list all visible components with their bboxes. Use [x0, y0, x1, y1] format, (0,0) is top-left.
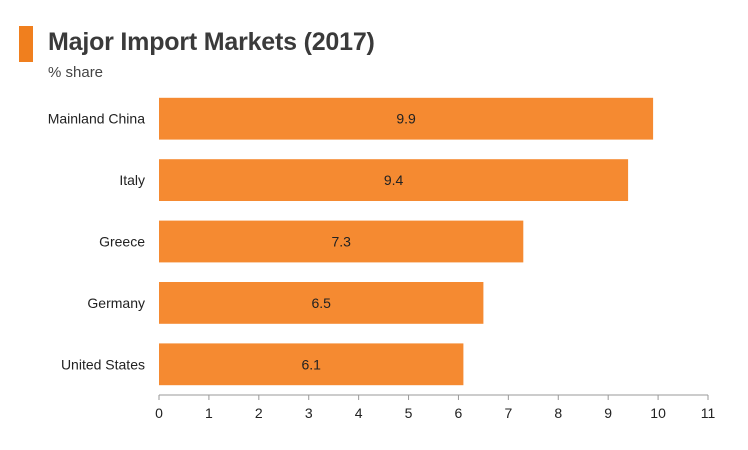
x-tick-label: 6 — [455, 405, 463, 421]
category-label: Italy — [119, 172, 145, 188]
bar — [159, 343, 464, 386]
x-tick-label: 2 — [255, 405, 263, 421]
chart-subtitle: % share — [48, 64, 104, 81]
x-tick-label: 7 — [504, 405, 512, 421]
bar — [159, 220, 524, 263]
data-label: 9.9 — [396, 111, 416, 127]
x-tick-label: 9 — [604, 405, 612, 421]
data-label: 7.3 — [331, 234, 351, 250]
x-tick-label: 5 — [405, 405, 413, 421]
bar — [159, 282, 484, 324]
data-label: 6.1 — [301, 356, 321, 372]
category-label: Germany — [87, 295, 145, 311]
category-label: Greece — [99, 234, 145, 250]
chart-title: Major Import Markets (2017) — [48, 28, 375, 56]
title-accent-bar — [19, 26, 33, 62]
bar — [159, 159, 629, 201]
bar — [159, 97, 654, 140]
category-label: United States — [61, 356, 145, 372]
x-tick-label: 10 — [650, 405, 666, 421]
category-label: Mainland China — [48, 111, 145, 127]
x-tick-label: 0 — [155, 405, 163, 421]
data-label: 9.4 — [384, 172, 404, 188]
x-tick-label: 1 — [205, 405, 213, 421]
x-tick-label: 3 — [305, 405, 313, 421]
x-tick-label: 8 — [554, 405, 562, 421]
data-label: 6.5 — [311, 295, 331, 311]
x-tick-label: 4 — [355, 405, 363, 421]
x-tick-label: 11 — [701, 405, 716, 421]
